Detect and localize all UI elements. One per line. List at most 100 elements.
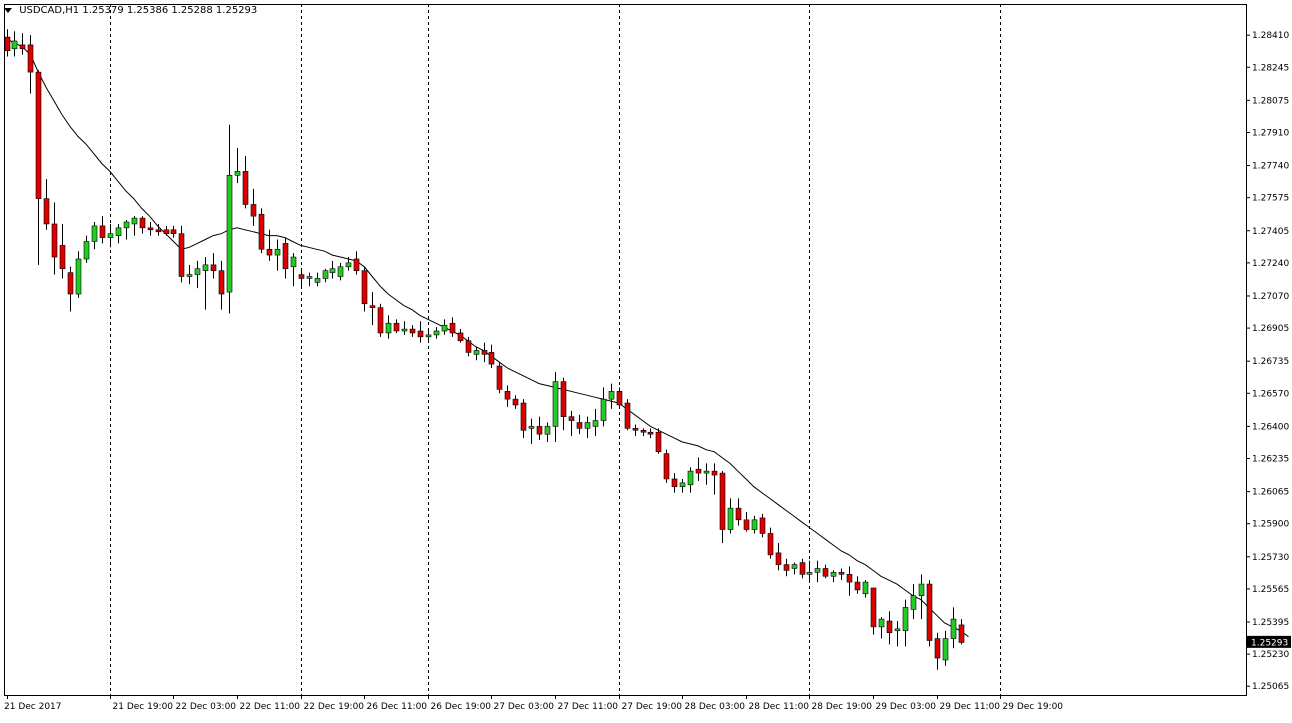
candle	[767, 527, 774, 559]
candle-body	[377, 307, 384, 334]
y-tick-label: 1.25395	[1252, 618, 1289, 628]
ohlc-values: 1.25379 1.25386 1.25288 1.25293	[82, 5, 258, 16]
candle-body	[783, 564, 790, 571]
candle-body	[155, 229, 162, 233]
candle	[43, 179, 50, 230]
candle-body	[751, 519, 758, 530]
y-tick-label: 1.27740	[1252, 162, 1289, 172]
candle	[640, 428, 647, 437]
y-tick-label: 1.25565	[1252, 585, 1289, 595]
candle-body	[854, 581, 861, 591]
candle	[401, 321, 408, 335]
x-tick-label: 22 Dec 03:00	[176, 702, 237, 712]
candle	[481, 342, 488, 363]
candle-body	[870, 587, 877, 628]
x-tick-label: 21 Dec 19:00	[113, 702, 174, 712]
candle	[170, 225, 177, 238]
candle	[258, 208, 265, 254]
candle	[226, 124, 233, 314]
candle	[67, 266, 74, 312]
candle-body	[274, 248, 281, 256]
candle-body	[123, 221, 130, 229]
candle	[544, 422, 551, 442]
candle-body	[791, 564, 798, 569]
candle-body	[433, 330, 440, 336]
chevron-down-icon[interactable]	[4, 7, 12, 13]
y-tick-label: 1.27240	[1252, 259, 1289, 269]
candle-body	[314, 278, 321, 283]
symbol-header[interactable]: USDCAD,H1 1.25379 1.25386 1.25288 1.2529…	[4, 5, 257, 16]
y-tick-label: 1.25900	[1252, 520, 1289, 530]
candle-body	[767, 533, 774, 556]
candle	[568, 410, 575, 437]
candle	[576, 414, 583, 435]
candle-body	[131, 217, 138, 225]
candle-body	[727, 507, 734, 530]
candle-body	[846, 574, 853, 583]
candle	[624, 399, 631, 431]
candle	[115, 223, 122, 244]
candle-body	[43, 198, 50, 225]
candle-body	[465, 340, 472, 353]
candle	[870, 587, 877, 635]
candle	[107, 223, 114, 248]
candle-body	[520, 402, 527, 431]
candle	[862, 580, 869, 598]
candle	[59, 223, 66, 279]
candle	[663, 449, 670, 483]
candle-body	[290, 256, 297, 268]
candle-body	[417, 330, 424, 338]
candle-body	[202, 264, 209, 271]
candle-body	[504, 391, 511, 400]
candle-body	[600, 398, 607, 421]
x-tick-label: 22 Dec 11:00	[240, 702, 301, 712]
symbol-label: USDCAD,H1	[19, 5, 80, 16]
candle	[465, 336, 472, 357]
candle-body	[35, 71, 42, 199]
x-tick-label: 28 Dec 19:00	[812, 702, 873, 712]
y-tick-label: 1.26735	[1252, 357, 1289, 367]
candle-body	[27, 44, 34, 73]
x-tick-label: 28 Dec 03:00	[685, 702, 746, 712]
candle-body	[608, 391, 615, 400]
candle-body	[67, 272, 74, 295]
candle	[91, 222, 98, 250]
candle-body	[632, 428, 639, 431]
candle-body	[894, 628, 901, 632]
y-tick-label: 1.26065	[1252, 488, 1289, 498]
candle-body	[170, 229, 177, 234]
candle-body	[345, 262, 352, 268]
y-tick-label: 1.25730	[1252, 553, 1289, 563]
candle	[727, 498, 734, 534]
candle	[854, 576, 861, 594]
candle	[83, 235, 90, 263]
candle	[449, 317, 456, 337]
candle	[19, 33, 26, 55]
candle-body	[457, 332, 464, 342]
candle-body	[242, 171, 249, 205]
candle	[75, 251, 82, 298]
candle-body	[226, 174, 233, 293]
candle	[608, 383, 615, 409]
candle-body	[250, 204, 257, 217]
candle	[433, 327, 440, 339]
candle-body	[425, 334, 432, 338]
candle-body	[51, 223, 58, 258]
candle-body	[926, 583, 933, 641]
candle-body	[918, 583, 925, 597]
candle-body	[735, 507, 742, 521]
candle-body	[449, 322, 456, 334]
candle	[210, 253, 217, 279]
candle	[942, 630, 949, 666]
candle-body	[329, 268, 336, 273]
y-tick-label: 1.26400	[1252, 422, 1289, 432]
candle	[496, 362, 503, 394]
candle-body	[838, 572, 845, 575]
candle	[520, 399, 527, 439]
candle	[298, 268, 305, 287]
candle	[679, 478, 686, 493]
x-tick-label: 26 Dec 19:00	[431, 702, 492, 712]
candle-body	[11, 40, 18, 50]
candle	[139, 216, 146, 234]
